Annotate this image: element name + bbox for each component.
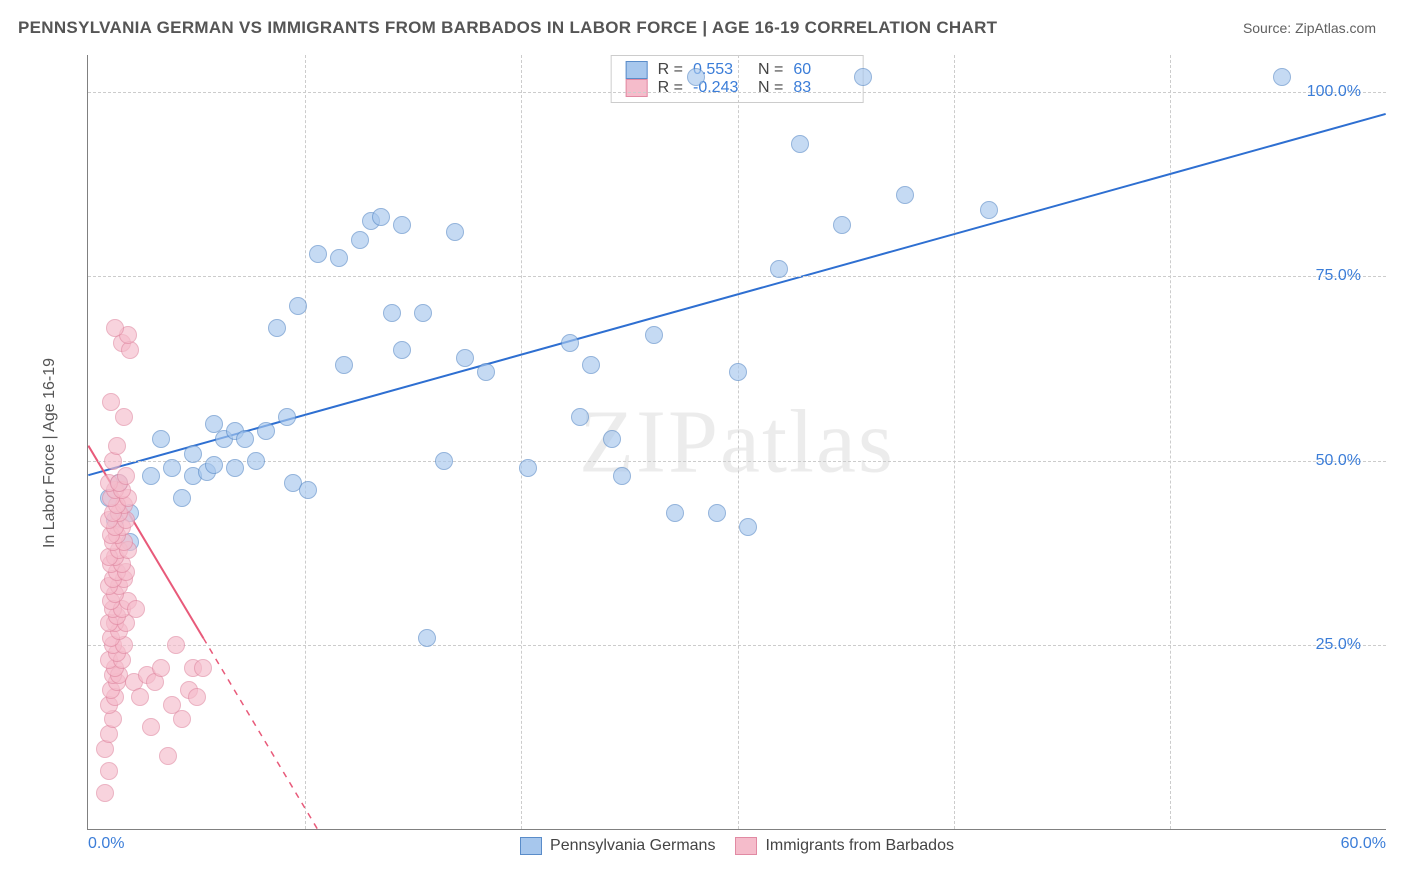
r-label: R = bbox=[658, 79, 683, 97]
data-point bbox=[309, 245, 327, 263]
n-label: N = bbox=[758, 79, 783, 97]
y-tick-label: 50.0% bbox=[1316, 452, 1361, 470]
gridline-vertical bbox=[305, 55, 306, 829]
data-point bbox=[351, 231, 369, 249]
data-point bbox=[115, 408, 133, 426]
data-point bbox=[687, 68, 705, 86]
data-point bbox=[163, 459, 181, 477]
data-point bbox=[236, 430, 254, 448]
data-point bbox=[142, 467, 160, 485]
data-point bbox=[582, 356, 600, 374]
data-point bbox=[393, 216, 411, 234]
r-label: R = bbox=[658, 61, 683, 79]
data-point bbox=[1273, 68, 1291, 86]
data-point bbox=[100, 762, 118, 780]
legend-swatch-1 bbox=[520, 837, 542, 855]
data-point bbox=[102, 393, 120, 411]
data-point bbox=[167, 636, 185, 654]
data-point bbox=[188, 688, 206, 706]
legend-item-2: Immigrants from Barbados bbox=[735, 837, 954, 855]
data-point bbox=[131, 688, 149, 706]
data-point bbox=[127, 600, 145, 618]
data-point bbox=[152, 430, 170, 448]
data-point bbox=[142, 718, 160, 736]
legend-swatch-2 bbox=[735, 837, 757, 855]
data-point bbox=[159, 747, 177, 765]
gridline-vertical bbox=[738, 55, 739, 829]
x-axis-max-label: 60.0% bbox=[1341, 835, 1386, 853]
data-point bbox=[561, 334, 579, 352]
plot-region: ZIPatlas R = 0.553 N = 60 R = -0.243 N =… bbox=[87, 55, 1386, 830]
data-point bbox=[184, 445, 202, 463]
data-point bbox=[152, 659, 170, 677]
data-point bbox=[435, 452, 453, 470]
n-value-1: 60 bbox=[793, 61, 848, 79]
data-point bbox=[383, 304, 401, 322]
data-point bbox=[708, 504, 726, 522]
data-point bbox=[833, 216, 851, 234]
data-point bbox=[247, 452, 265, 470]
data-point bbox=[414, 304, 432, 322]
n-label: N = bbox=[758, 61, 783, 79]
data-point bbox=[108, 437, 126, 455]
y-tick-label: 75.0% bbox=[1316, 267, 1361, 285]
data-point bbox=[330, 249, 348, 267]
data-point bbox=[456, 349, 474, 367]
source-attribution: Source: ZipAtlas.com bbox=[1243, 20, 1376, 36]
data-point bbox=[372, 208, 390, 226]
data-point bbox=[613, 467, 631, 485]
data-point bbox=[477, 363, 495, 381]
data-point bbox=[896, 186, 914, 204]
swatch-series-2 bbox=[626, 79, 648, 97]
data-point bbox=[278, 408, 296, 426]
data-point bbox=[393, 341, 411, 359]
data-point bbox=[571, 408, 589, 426]
data-point bbox=[205, 456, 223, 474]
trend-line-extrapolated bbox=[203, 638, 339, 829]
data-point bbox=[418, 629, 436, 647]
data-point bbox=[194, 659, 212, 677]
gridline-vertical bbox=[954, 55, 955, 829]
data-point bbox=[173, 489, 191, 507]
data-point bbox=[770, 260, 788, 278]
data-point bbox=[96, 784, 114, 802]
chart-title: PENNSYLVANIA GERMAN VS IMMIGRANTS FROM B… bbox=[18, 18, 997, 38]
chart-area: In Labor Force | Age 16-19 ZIPatlas R = … bbox=[50, 55, 1386, 850]
swatch-series-1 bbox=[626, 61, 648, 79]
legend-label-2: Immigrants from Barbados bbox=[765, 837, 954, 855]
data-point bbox=[226, 459, 244, 477]
data-point bbox=[289, 297, 307, 315]
data-point bbox=[854, 68, 872, 86]
data-point bbox=[729, 363, 747, 381]
data-point bbox=[257, 422, 275, 440]
y-axis-label: In Labor Force | Age 16-19 bbox=[41, 357, 59, 547]
gridline-vertical bbox=[1170, 55, 1171, 829]
title-bar: PENNSYLVANIA GERMAN VS IMMIGRANTS FROM B… bbox=[0, 0, 1406, 48]
data-point bbox=[106, 319, 124, 337]
x-axis-origin-label: 0.0% bbox=[88, 835, 124, 853]
data-point bbox=[299, 481, 317, 499]
data-point bbox=[666, 504, 684, 522]
data-point bbox=[980, 201, 998, 219]
data-point bbox=[335, 356, 353, 374]
legend-label-1: Pennsylvania Germans bbox=[550, 837, 715, 855]
data-point bbox=[645, 326, 663, 344]
data-point bbox=[173, 710, 191, 728]
data-point bbox=[446, 223, 464, 241]
legend-item-1: Pennsylvania Germans bbox=[520, 837, 715, 855]
data-point bbox=[519, 459, 537, 477]
data-point bbox=[791, 135, 809, 153]
n-value-2: 83 bbox=[793, 79, 848, 97]
data-point bbox=[603, 430, 621, 448]
y-tick-label: 100.0% bbox=[1307, 83, 1361, 101]
data-point bbox=[739, 518, 757, 536]
data-point bbox=[268, 319, 286, 337]
y-tick-label: 25.0% bbox=[1316, 636, 1361, 654]
data-point bbox=[117, 467, 135, 485]
series-legend: Pennsylvania Germans Immigrants from Bar… bbox=[88, 837, 1386, 855]
gridline-vertical bbox=[521, 55, 522, 829]
